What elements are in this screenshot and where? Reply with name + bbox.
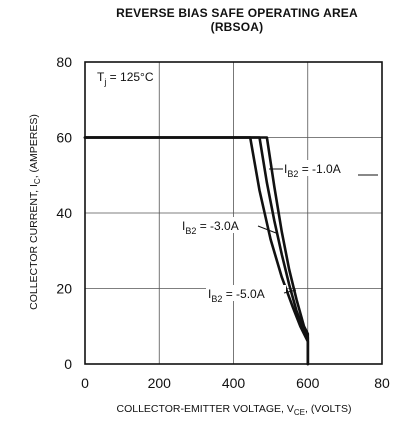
series-line-2: [83, 136, 310, 366]
annotation-bg: [206, 285, 286, 301]
pointer-ib2-minus-5: [283, 289, 297, 294]
y-axis-label: COLLECTOR CURRENT, IC, (AMPERES): [28, 114, 42, 310]
series-layer: [83, 136, 310, 366]
pointer-ib2-minus-3: [257, 225, 277, 234]
grid: [85, 62, 382, 364]
series-annotations: IB2 = -1.0A IB2 = -3.0A IB2 = -5.0A: [180, 160, 378, 304]
y-tick-label: 60: [56, 130, 72, 146]
annotation-ib2-minus-3: IB2 = -3.0A: [182, 219, 239, 236]
chart-title: REVERSE BIAS SAFE OPERATING AREA: [116, 6, 358, 20]
series-line-1: [83, 136, 310, 366]
y-tick-label: 80: [56, 54, 72, 70]
x-axis-label: COLLECTOR-EMITTER VOLTAGE, VCE, (VOLTS): [117, 403, 352, 417]
x-tick-label: 400: [222, 375, 246, 391]
x-tick-label: 200: [148, 375, 172, 391]
annotation-bg: [282, 160, 358, 176]
x-tick-label: 0: [81, 375, 89, 391]
chart-subtitle: (RBSOA): [211, 20, 264, 34]
x-tick-label: 600: [296, 375, 320, 391]
plot-frame: [84, 61, 383, 365]
x-tick-label: 80: [374, 375, 390, 391]
annotation-bg: [180, 217, 260, 233]
series-line-3: [83, 136, 310, 366]
junction-temperature-label: Tj = 125°C: [97, 70, 154, 87]
y-tick-label: 20: [56, 281, 72, 297]
y-tick-label: 40: [56, 205, 72, 221]
annotation-ib2-minus-5: IB2 = -5.0A: [208, 287, 265, 304]
annotation-ib2-minus-1: IB2 = -1.0A: [284, 162, 341, 179]
y-tick-label: 0: [64, 356, 72, 372]
